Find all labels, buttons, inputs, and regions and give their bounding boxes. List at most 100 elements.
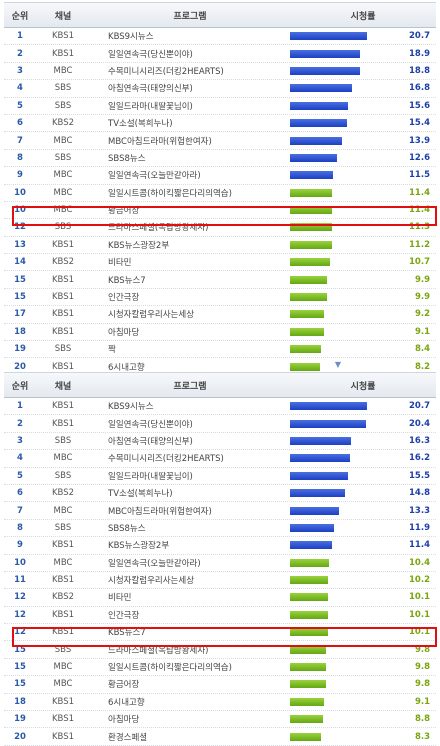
header-rank: 순위 (11, 381, 29, 392)
rating-bar-cell (290, 219, 390, 235)
program-cell: 인간극장 (108, 610, 140, 621)
table-row: 1 KBS1 KBS9시뉴스 20.7 (4, 398, 436, 416)
program-cell: 일일드라마(내딸꽃님이) (108, 471, 193, 482)
channel-cell: SBS (54, 100, 72, 111)
rating-value: 10.1 (409, 592, 430, 603)
table-row: 7 MBC MBC아침드라마(위험한여자) 13.9 (4, 132, 436, 150)
channel-cell: KBS1 (51, 609, 75, 620)
rating-value: 11.2 (409, 239, 430, 250)
header-program: 프로그램 (173, 11, 207, 22)
channel-cell: KBS1 (51, 274, 75, 285)
program-cell: 시청자칼럼우리사는세상 (108, 310, 195, 321)
program-cell: KBS뉴스광장2부 (108, 541, 170, 552)
rating-value: 9.2 (414, 309, 430, 320)
rating-bar (290, 66, 360, 75)
rating-value: 11.4 (409, 540, 430, 551)
rank-cell: 15 (14, 679, 26, 690)
rating-value: 15.5 (409, 470, 430, 481)
table-row: 10 MBC 일일시트콤(하이킥짧은다리의역습) 11.4 (4, 185, 436, 202)
channel-cell: MBC (53, 170, 73, 181)
table-row: 15 MBC 황금어장 9.8 (4, 676, 436, 694)
rating-bar (290, 327, 324, 336)
channel-cell: MBC (53, 135, 73, 146)
rating-value: 9.9 (414, 274, 430, 285)
ratings-table-top: 순위 채널 프로그램 시청률 1 KBS1 KBS9시뉴스 20.7 2 KBS1 일일연속… (4, 2, 436, 376)
rating-bar-cell (290, 450, 390, 466)
rating-bar-cell (290, 358, 390, 374)
channel-cell: KBS2 (51, 257, 75, 268)
program-cell: 아침연속극(태양의신부) (108, 84, 193, 95)
rank-cell: 20 (14, 731, 26, 742)
channel-cell: KBS1 (51, 401, 75, 412)
rating-bar (290, 732, 321, 741)
rating-bar-cell (290, 289, 390, 305)
program-cell: 6시내고향 (108, 362, 145, 373)
rank-cell: 7 (17, 505, 23, 516)
rank-cell: 8 (17, 522, 23, 533)
program-cell: 황금어장 (108, 206, 140, 217)
rating-bar (290, 136, 342, 145)
rating-bar-cell (290, 433, 390, 449)
table-row: 8 SBS SBS8뉴스 11.9 (4, 520, 436, 538)
table-row: 19 KBS1 아침마당 8.8 (4, 711, 436, 729)
channel-cell: MBC (53, 187, 73, 198)
rating-bar-cell (290, 28, 390, 44)
rating-bar (290, 471, 348, 480)
program-cell: 일일연속극(당신뿐이야) (108, 419, 193, 430)
program-cell: TV소설(복희누나) (108, 489, 173, 500)
rank-cell: 14 (14, 257, 26, 268)
rating-bar-cell (290, 676, 390, 692)
channel-cell: KBS1 (51, 418, 75, 429)
program-cell: 6시내고향 (108, 697, 145, 708)
rank-cell: 18 (14, 326, 26, 337)
rating-bar (290, 645, 326, 654)
program-cell: 일일연속극(오늘만같아라) (108, 558, 201, 569)
rating-bar-cell (290, 537, 390, 553)
rank-cell: 12 (14, 222, 26, 233)
rating-value: 10.4 (409, 557, 430, 568)
rank-cell: 20 (14, 361, 26, 372)
channel-cell: SBS (54, 435, 72, 446)
table-row: 2 KBS1 일일연속극(당신뿐이야) 18.9 (4, 45, 436, 63)
program-cell: SBS8뉴스 (108, 153, 146, 164)
program-cell: 수목미니시리즈(더킹2HEARTS) (108, 66, 224, 77)
rating-value: 15.4 (409, 118, 430, 129)
rating-bar-cell (290, 45, 390, 61)
rating-value: 9.8 (414, 662, 430, 673)
rating-value: 14.8 (409, 488, 430, 499)
channel-cell: KBS1 (51, 627, 75, 638)
channel-cell: MBC (53, 557, 73, 568)
rating-value: 18.9 (409, 48, 430, 59)
table-row: 19 SBS 짝 8.4 (4, 341, 436, 359)
program-cell: 황금어장 (108, 680, 140, 691)
rating-value: 9.8 (414, 644, 430, 655)
rating-bar (290, 523, 334, 532)
table-row: 20 KBS1 환경스페셜 8.3 (4, 728, 436, 746)
rating-bar (290, 402, 367, 411)
rating-bar (290, 223, 332, 232)
channel-cell: KBS1 (51, 292, 75, 303)
rating-value: 11.9 (409, 522, 430, 533)
table-row: 13 KBS1 KBS뉴스광장2부 11.2 (4, 237, 436, 255)
rating-bar-cell (290, 624, 390, 640)
rank-cell: 10 (14, 205, 26, 216)
table-row: 3 SBS 아침연속극(태양의신부) 16.3 (4, 433, 436, 451)
program-cell: KBS9시뉴스 (108, 32, 154, 43)
rating-bar (290, 101, 348, 110)
rating-value: 20.7 (409, 401, 430, 412)
channel-cell: KBS1 (51, 31, 75, 42)
rank-cell: 15 (14, 292, 26, 303)
rating-value: 10.7 (409, 257, 430, 268)
rank-cell: 10 (14, 557, 26, 568)
rating-value: 13.3 (409, 505, 430, 516)
channel-cell: KBS1 (51, 48, 75, 59)
rating-bar (290, 119, 347, 128)
rating-value: 10.2 (409, 575, 430, 586)
rating-value: 11.4 (409, 205, 430, 216)
rating-bar (290, 558, 329, 567)
rating-bar (290, 258, 330, 267)
rating-bar-cell (290, 415, 390, 431)
rank-cell: 5 (17, 470, 23, 481)
rating-bar-cell (290, 324, 390, 340)
rank-cell: 6 (17, 488, 23, 499)
